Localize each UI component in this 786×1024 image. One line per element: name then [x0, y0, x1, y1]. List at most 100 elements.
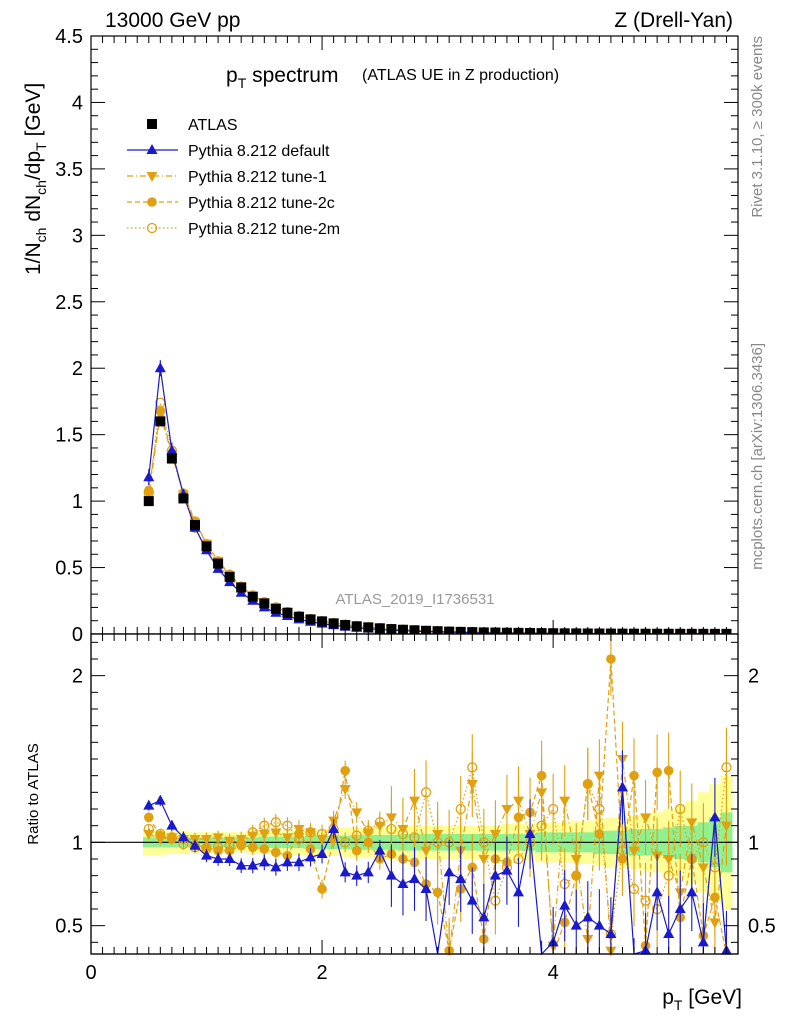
ratio-point-3-46 [675, 803, 686, 815]
ylabel-b: dN [22, 195, 45, 228]
main-point-1-0 [143, 471, 155, 482]
ratio-ticks: 0.5 0.5 1 1 2 2 0 2 4 [55, 634, 776, 984]
ratio-ytick-label-right: 0.5 [748, 916, 776, 938]
main-title-word: spectrum [246, 64, 338, 87]
ratio-point-1-37 [570, 855, 582, 865]
ratio-point-2-15 [317, 884, 327, 894]
ratio-point-0-18 [351, 869, 363, 880]
ratio-point-0-47 [686, 886, 698, 897]
ratio-point-0-49 [709, 811, 721, 822]
ratio-point-2-28 [467, 862, 478, 873]
legend-marker-4 [146, 222, 158, 234]
ratio-point-2-6 [213, 845, 223, 856]
ratio-point-2-40 [606, 654, 616, 664]
ratio-point-0-33 [524, 828, 536, 838]
main-plot: 00.511.522.533.544.5 pT spectrum (ATLAS … [22, 26, 739, 646]
ratio-ytick-label-left: 1 [72, 832, 83, 854]
ratio-point-0-21 [385, 869, 397, 880]
ratio-point-2-18 [351, 845, 362, 856]
ratio-point-1-19 [362, 828, 374, 839]
ratio-point-0-48 [697, 936, 709, 947]
ratio-point-0-17 [339, 866, 351, 877]
ratio-point-0-41 [616, 781, 628, 792]
main-point-0-0 [143, 496, 154, 507]
ratio-point-3-24 [420, 787, 432, 798]
ratio-ytick-label-right: 1 [748, 832, 759, 854]
ratio-point-1-34 [536, 788, 548, 799]
ratio-point-1-5 [201, 835, 213, 845]
ratio-point-0-11 [270, 861, 282, 872]
main-ytick-label: 0 [72, 624, 83, 646]
ratio-point-1-50 [720, 821, 732, 832]
ratio-point-1-12 [281, 833, 293, 844]
ratio-point-1-30 [489, 830, 501, 840]
main-ytick-label: 1.5 [55, 425, 83, 447]
main-point-0-13 [293, 611, 304, 622]
ratio-point-2-7 [224, 845, 235, 856]
legend-marker-3 [147, 197, 157, 207]
ratio-point-1-13 [293, 825, 305, 835]
ratio-point-0-1 [154, 794, 166, 805]
main-ylabel: 1/Nch dNch/dpT [GeV] [22, 83, 49, 275]
ratio-point-0-12 [281, 856, 293, 867]
ylabel-a-sub: ch [33, 228, 49, 243]
ylabel-b-sub: ch [33, 180, 49, 195]
ratio-point-3-27 [455, 803, 466, 815]
legend-marker-2 [146, 172, 158, 182]
ratio-point-2-17 [340, 765, 350, 776]
ratio-xtick-label: 2 [317, 962, 328, 984]
ratio-point-0-19 [362, 866, 374, 877]
ratio-point-3-35 [547, 803, 559, 815]
side-text-bottom: mcplots.cern.ch [arXiv:1306.3436] [749, 343, 766, 570]
ratio-point-0-24 [420, 883, 432, 893]
main-point-0-4 [189, 520, 200, 531]
main-ticks: 0 0.5 1 1.5 2 2.5 3 3.5 4 4.5 [55, 26, 739, 646]
main-point-0-5 [201, 541, 212, 552]
ratio-point-1-48 [697, 863, 709, 874]
ratio-point-2-41 [617, 854, 628, 864]
ratio-point-0-8 [235, 859, 247, 870]
ratio-point-2-39 [594, 829, 605, 839]
ratio-point-2-0 [143, 812, 154, 823]
ratio-ytick-label-left: 2 [72, 666, 83, 688]
main-ytick-label: 4.5 [55, 26, 83, 48]
ratio-point-1-0 [143, 830, 155, 840]
ratio-point-0-3 [177, 831, 189, 842]
ratio-point-0-31 [501, 864, 513, 875]
ratio-plot-border [90, 633, 739, 955]
header-right: Z (Drell-Yan) [614, 9, 733, 32]
ratio-point-3-17 [340, 837, 351, 848]
ratio-point-0-30 [489, 869, 501, 880]
ratio-point-1-8 [235, 835, 247, 845]
ratio-point-0-2 [166, 819, 178, 830]
legend-label-0: ATLAS [188, 117, 238, 134]
ratio-point-0-37 [570, 919, 582, 930]
ratio-point-0-15 [316, 848, 328, 858]
ratio-point-1-2 [166, 833, 178, 844]
ratio-series-line-3 [148, 767, 728, 935]
analysis-watermark: ATLAS_2019_I1736531 [335, 591, 494, 608]
legend-label-4: Pythia 8.212 tune-2m [188, 221, 340, 238]
legend-label-1: Pythia 8.212 default [188, 143, 330, 160]
ratio-point-0-28 [466, 894, 478, 905]
ratio-point-1-11 [270, 828, 282, 839]
main-point-0-8 [236, 582, 247, 593]
ratio-point-1-10 [258, 830, 270, 840]
main-point-2-0 [143, 490, 155, 501]
ratio-ylabel: Ratio to ATLAS [25, 743, 42, 844]
ratio-point-1-14 [305, 828, 317, 839]
ratio-point-2-45 [663, 765, 674, 776]
ratio-point-0-14 [305, 851, 317, 862]
ratio-marks [143, 634, 732, 957]
main-title: pT spectrum [226, 64, 338, 91]
ratio-point-1-21 [385, 813, 397, 824]
ratio-point-1-15 [316, 835, 328, 845]
ratio-point-1-18 [351, 808, 363, 819]
ratio-xlabel: pT [GeV] [662, 986, 742, 1013]
ratio-point-1-28 [466, 780, 478, 790]
ratio-point-0-32 [512, 886, 524, 897]
ratio-series-line-2 [148, 658, 728, 955]
side-text-top: Rivet 3.1.10, ≥ 300k events [749, 36, 766, 218]
main-point-0-1 [155, 416, 166, 427]
